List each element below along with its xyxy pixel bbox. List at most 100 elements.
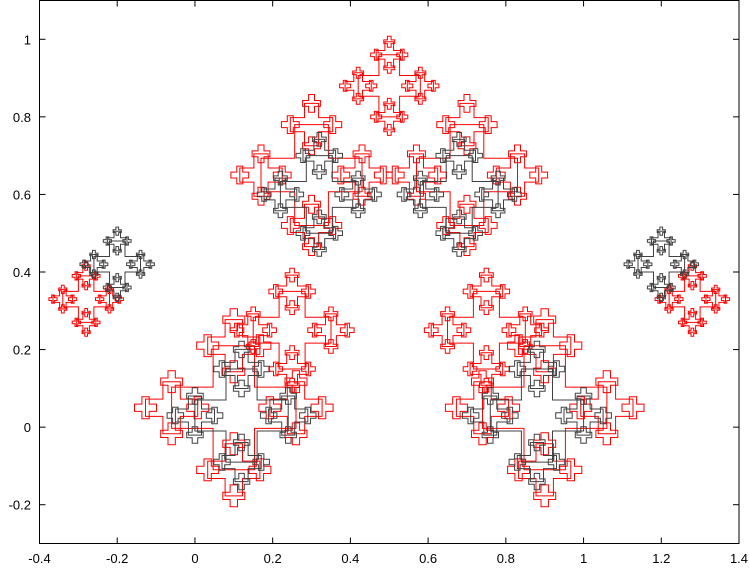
series-1-segment (574, 387, 593, 405)
series-1-segment (273, 203, 288, 219)
series-1-segment (106, 277, 128, 298)
series-1-segment (489, 368, 585, 463)
series-1-segment (328, 148, 343, 163)
series-0-segment (160, 370, 184, 394)
series-1-segment (89, 249, 99, 260)
series-0-segment (222, 484, 246, 508)
series-1-segment (666, 236, 676, 246)
series-1-segment (295, 225, 311, 241)
series-0-segment (196, 334, 220, 358)
series-1-segment (627, 254, 649, 275)
series-1-segment (341, 177, 375, 212)
series-1-segment (350, 170, 366, 186)
series-0-segment (91, 317, 101, 327)
series-0-segment (482, 345, 608, 471)
series-1-segment (674, 254, 695, 275)
series-0-segment (280, 115, 300, 134)
series-1-segment (413, 170, 428, 186)
series-0-segment (252, 290, 332, 370)
series-1-segment (516, 442, 557, 483)
series-0-segment (456, 322, 472, 338)
series-0-segment (529, 165, 549, 185)
series-0-segment (445, 102, 489, 147)
x-tick-label: 1.2 (652, 551, 670, 566)
plot-area (48, 35, 731, 508)
series-0-segment (595, 370, 619, 394)
series-1-segment (166, 406, 185, 425)
series-0-segment (230, 165, 250, 185)
series-1-segment (670, 259, 680, 269)
series-0-segment (314, 313, 348, 347)
series-1-segment (442, 138, 476, 173)
series-1-segment (213, 453, 231, 471)
series-1-segment (396, 187, 412, 202)
series-1-segment (429, 187, 444, 202)
series-1-segment (83, 254, 105, 275)
series-1-segment (205, 406, 224, 425)
series-1-segment (112, 292, 122, 302)
series-1-segment (232, 379, 251, 398)
series-1-segment (481, 426, 499, 444)
series-0-segment (457, 194, 477, 214)
series-0-segment (68, 294, 78, 304)
series-0-segment (507, 334, 530, 358)
series-1-segment (474, 187, 490, 202)
series-0-segment (58, 304, 68, 314)
series-1-segment (656, 273, 666, 283)
series-0-segment (196, 458, 220, 482)
series-0-segment (160, 422, 184, 446)
series-0-segment (284, 345, 300, 360)
series-1-segment (470, 395, 511, 436)
series-0-segment (134, 396, 157, 420)
y-axis: -0.2 0 0.2 0.4 0.6 0.8 1 (9, 32, 739, 513)
series-0-segment (323, 115, 343, 134)
series-0-segment (302, 94, 321, 113)
series-0-segment (251, 144, 271, 164)
series-0-segment (269, 381, 323, 435)
series-1-segment (594, 406, 612, 425)
series-1-segment (508, 453, 527, 471)
series-1-segment (528, 379, 546, 398)
series-0-segment (507, 458, 530, 482)
series-0-segment (81, 308, 91, 318)
series-0-segment (440, 306, 455, 322)
series-0-segment (222, 360, 246, 384)
series-0-segment (302, 194, 321, 214)
x-tick-label: -0.4 (28, 551, 50, 566)
series-0-segment (414, 66, 427, 79)
series-0-segment (301, 284, 316, 299)
series-0-segment (428, 165, 448, 185)
series-1-segment (680, 249, 690, 260)
series-0-segment (289, 203, 334, 248)
series-1-segment (516, 348, 557, 389)
x-tick-label: -0.2 (106, 551, 128, 566)
series-1-segment (130, 254, 151, 275)
series-0-segment (229, 322, 245, 338)
series-1-segment (435, 148, 451, 163)
series-1-segment (122, 282, 132, 293)
series-0-segment (457, 136, 477, 156)
series-1-segment (302, 138, 337, 173)
series-0-segment (427, 79, 440, 92)
series-0-segment (383, 35, 396, 48)
series-1-segment (666, 282, 676, 293)
series-0-segment (469, 274, 504, 309)
series-0-segment (275, 274, 309, 309)
series-1-segment (232, 433, 251, 452)
series-1-segment (403, 177, 438, 212)
series-0-segment (383, 123, 396, 136)
series-0-segment (533, 484, 557, 508)
series-0-segment (284, 267, 300, 283)
series-1-segment (633, 249, 643, 260)
series-1-segment (490, 170, 506, 186)
series-1-segment (194, 368, 289, 463)
series-0-segment (375, 41, 403, 69)
series-0-segment (479, 377, 494, 393)
plot-frame (39, 0, 740, 544)
series-0-segment (720, 294, 731, 304)
series-1-segment (135, 269, 146, 279)
series-0-segment (307, 322, 322, 338)
series-1-segment (174, 395, 215, 436)
series-0-segment (668, 275, 717, 323)
